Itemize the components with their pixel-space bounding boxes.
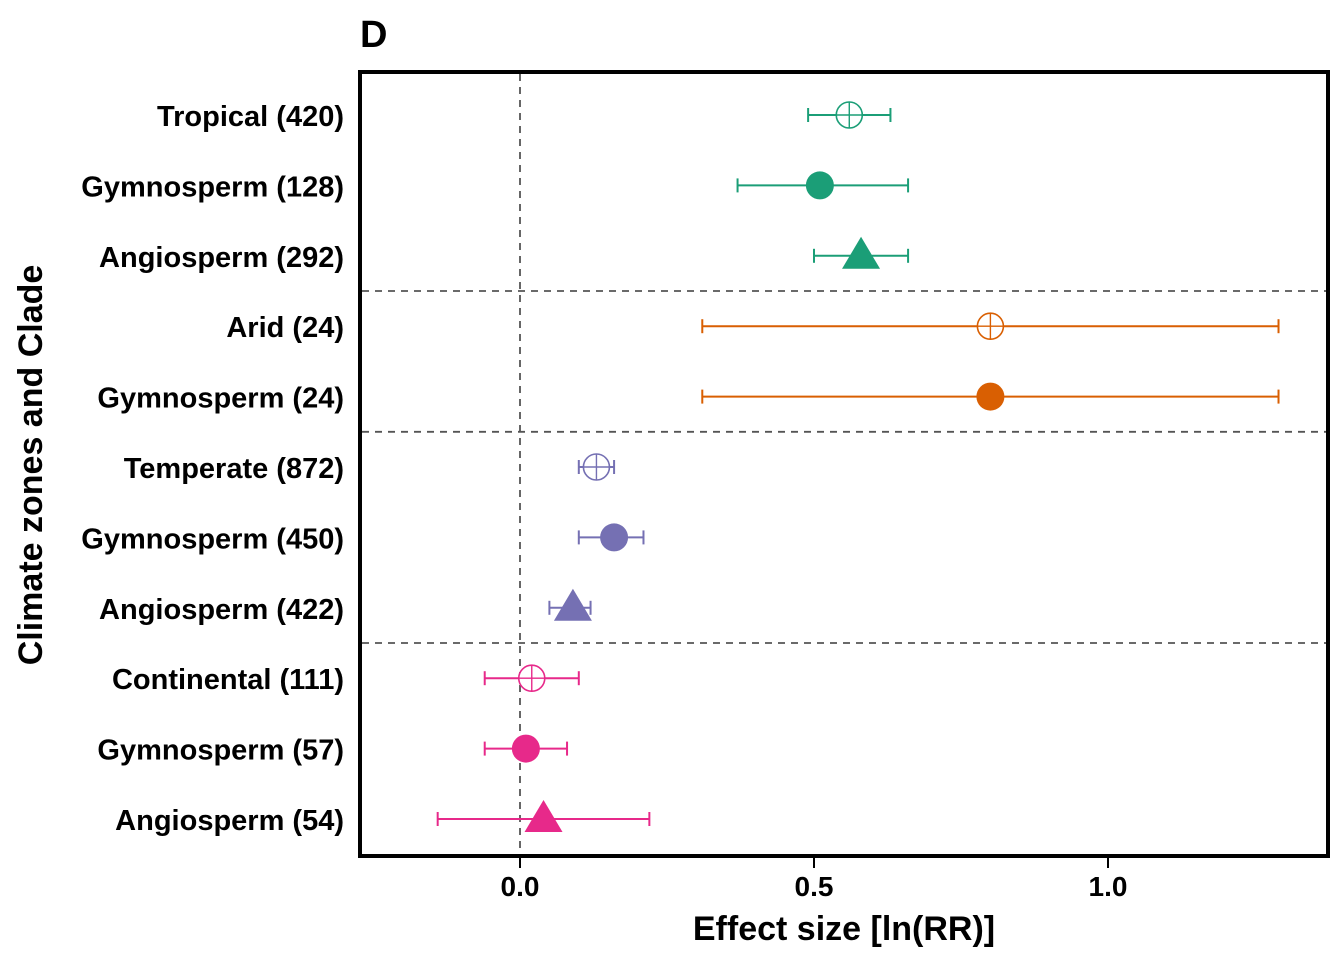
y-tick-labels: Tropical (420) Gymnosperm (128) Angiosperm… bbox=[81, 101, 344, 837]
y-tick-label: Gymnosperm (450) bbox=[81, 523, 344, 555]
point-marker bbox=[805, 171, 834, 200]
point-marker bbox=[524, 800, 563, 832]
x-tick-label: 0.0 bbox=[501, 871, 540, 902]
x-tick-label: 1.0 bbox=[1089, 871, 1128, 902]
y-tick-label: Angiosperm (422) bbox=[99, 594, 344, 626]
y-tick-label: Gymnosperm (57) bbox=[97, 735, 344, 767]
y-tick-label: Gymnosperm (24) bbox=[97, 383, 344, 415]
y-tick-label: Temperate (872) bbox=[124, 453, 344, 485]
x-tick-label: 0.5 bbox=[795, 871, 834, 902]
y-tick-label: Arid (24) bbox=[226, 312, 344, 344]
plot-frame bbox=[358, 70, 1330, 858]
point-marker bbox=[600, 523, 629, 552]
y-tick-label: Tropical (420) bbox=[157, 101, 344, 133]
y-tick-label: Angiosperm (292) bbox=[99, 242, 344, 274]
plot-marks bbox=[362, 74, 1326, 854]
x-axis-title: Effect size [ln(RR)] bbox=[693, 910, 995, 948]
panel-label: D bbox=[360, 14, 387, 56]
y-tick-label: Continental (111) bbox=[112, 664, 344, 696]
y-tick-label: Angiosperm (54) bbox=[115, 805, 344, 837]
point-marker bbox=[976, 382, 1005, 411]
y-tick-label: Gymnosperm (128) bbox=[81, 171, 344, 203]
point-marker bbox=[511, 734, 540, 763]
point-marker bbox=[842, 236, 881, 269]
y-axis-title: Climate zones and Clade bbox=[12, 265, 50, 666]
point-marker bbox=[553, 588, 592, 621]
x-axis: 0.0 0.5 1.0 bbox=[501, 858, 1128, 902]
